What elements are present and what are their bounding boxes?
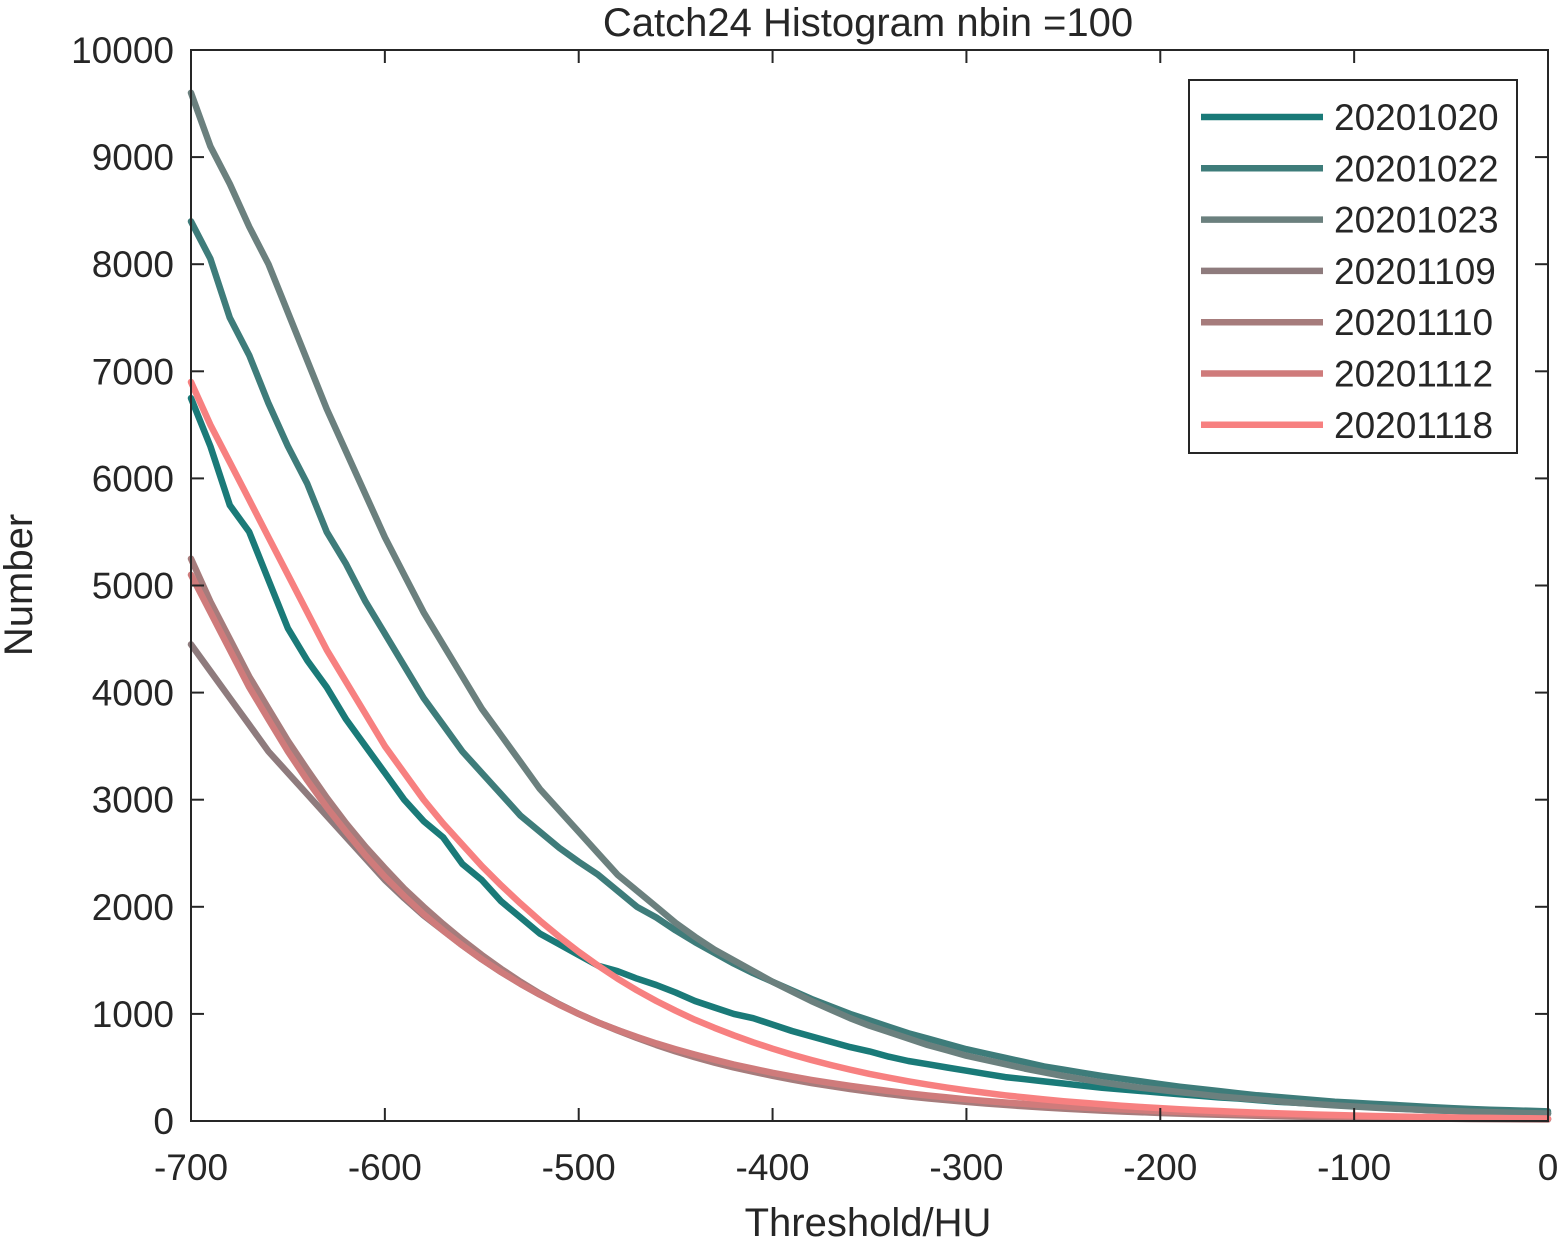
- x-tick-label: -400: [736, 1147, 810, 1188]
- legend-label-20201110: 20201110: [1334, 302, 1493, 343]
- y-tick-label: 1000: [92, 994, 174, 1035]
- x-tick-label: -300: [929, 1147, 1003, 1188]
- y-tick-label: 0: [153, 1101, 174, 1142]
- series-line-20201118: [187, 378, 1552, 1122]
- legend-box: [1188, 79, 1518, 454]
- x-axis-label: Threshold/HU: [745, 1201, 992, 1244]
- x-axis-ticks: -700 -600 -500 -400 -300 -200 -100 0: [154, 50, 1558, 1188]
- legend-label-20201112: 20201112: [1334, 354, 1493, 395]
- series-line-20201022: [187, 218, 1552, 1115]
- y-tick-label: 5000: [92, 566, 174, 607]
- x-tick-label: -600: [348, 1147, 422, 1188]
- chart-title: Catch24 Histogram nbin =100: [603, 1, 1133, 45]
- y-tick-label: 6000: [92, 458, 174, 499]
- legend-label-20201022: 20201022: [1334, 148, 1499, 189]
- y-tick-label: 2000: [92, 887, 174, 928]
- y-tick-label: 10000: [71, 30, 174, 71]
- y-axis-label: Number: [0, 514, 41, 656]
- x-tick-label: -700: [154, 1147, 228, 1188]
- y-tick-label: 8000: [92, 244, 174, 285]
- x-tick-label: 0: [1538, 1147, 1559, 1188]
- y-axis-ticks: 0 1000 2000 3000 4000 5000 6000 7000 8000 9000 100…: [71, 30, 1548, 1142]
- legend-label-20201109: 20201109: [1334, 251, 1496, 292]
- x-tick-label: -100: [1317, 1147, 1391, 1188]
- y-tick-label: 7000: [92, 351, 174, 392]
- y-tick-label: 3000: [92, 780, 174, 821]
- legend-label-20201118: 20201118: [1334, 405, 1493, 446]
- legend-label-20201020: 20201020: [1334, 97, 1499, 138]
- legend: 20201020 20201022 20201023 20201109 20201110…: [1188, 79, 1518, 454]
- series-line-20201023: [187, 89, 1552, 1117]
- legend-label-20201023: 20201023: [1334, 200, 1499, 241]
- x-tick-label: -200: [1123, 1147, 1197, 1188]
- x-tick-label: -500: [542, 1147, 616, 1188]
- y-tick-label: 9000: [92, 137, 174, 178]
- y-tick-label: 4000: [92, 673, 174, 714]
- series-lines: [187, 89, 1552, 1123]
